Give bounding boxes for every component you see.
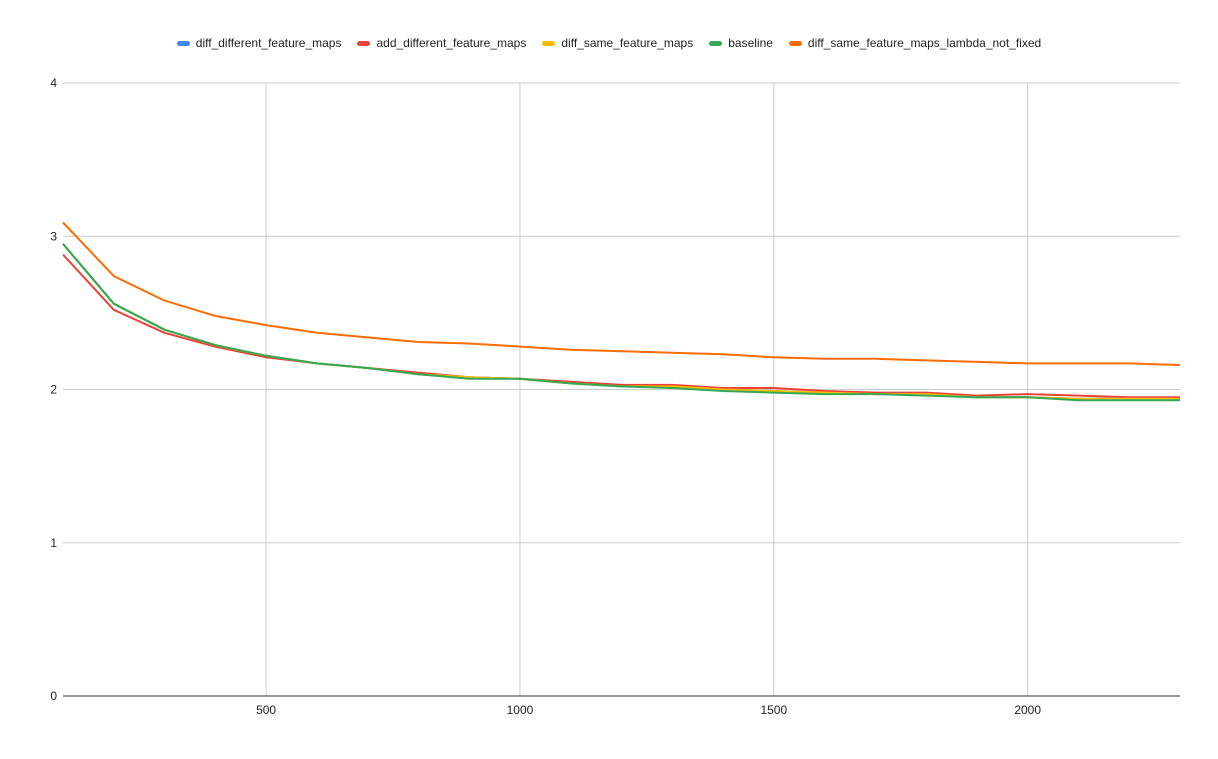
y-tick-label: 1	[50, 536, 57, 550]
legend-label: diff_same_feature_maps	[561, 36, 694, 50]
legend-item-diff-same-feature-maps-lambda-not-fixed: diff_same_feature_maps_lambda_not_fixed	[788, 36, 1042, 50]
series-line-baseline	[62, 243, 1180, 402]
legend-item-diff-same-feature-maps: diff_same_feature_maps	[542, 36, 693, 50]
x-tick-label: 2000	[1014, 703, 1041, 717]
legend-item-diff-different-feature-maps: diff_different_feature_maps	[176, 36, 342, 50]
x-tick-label: 500	[256, 703, 276, 717]
legend-swatch	[788, 40, 802, 46]
series-line-diff-different-feature-maps	[62, 243, 1180, 400]
series-line-diff-same-feature-maps-lambda-not-fixed	[62, 221, 1181, 366]
y-tick-label: 4	[50, 76, 57, 90]
x-tick-label: 1000	[507, 703, 534, 717]
legend-swatch	[542, 40, 556, 46]
legend-swatch	[709, 40, 723, 46]
y-tick-label: 2	[50, 383, 57, 397]
legend-label: diff_different_feature_maps	[195, 36, 342, 50]
y-tick-label: 0	[50, 689, 57, 703]
series-line-diff-same-feature-maps	[62, 243, 1180, 400]
y-tick-label: 3	[50, 229, 57, 243]
legend-item-add-different-feature-maps: add_different_feature_maps	[357, 36, 526, 50]
legend-label: baseline	[728, 36, 773, 50]
legend-swatch	[176, 40, 190, 46]
legend: diff_different_feature_maps add_different…	[0, 36, 1218, 50]
x-tick-label: 1500	[760, 703, 787, 717]
legend-label: diff_same_feature_maps_lambda_not_fixed	[807, 36, 1042, 50]
legend-label: add_different_feature_maps	[376, 36, 527, 50]
legend-swatch	[357, 40, 371, 46]
series-line-add-different-feature-maps	[62, 253, 1180, 399]
legend-item-baseline: baseline	[709, 36, 773, 50]
